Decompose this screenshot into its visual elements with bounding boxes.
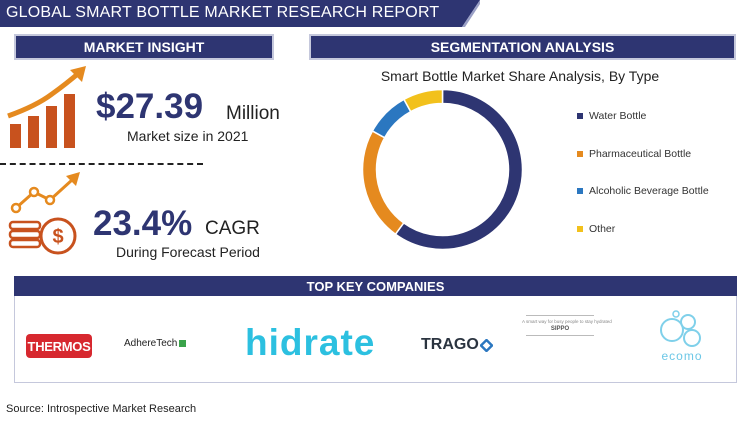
adheretech-logo: AdhereTech	[124, 338, 187, 349]
adheretech-logo-text: AdhereTech	[124, 338, 178, 349]
cagr-value: 23.4%	[93, 204, 193, 243]
legend-label: Water Bottle	[589, 110, 647, 122]
sippo-brand-text: SIPPO	[550, 326, 570, 332]
legend-label: Pharmaceutical Bottle	[589, 147, 692, 160]
legend-swatch	[577, 150, 583, 157]
trago-logo: TRAGO	[421, 336, 493, 354]
legend-item-water-bottle: Water Bottle	[577, 110, 646, 122]
sippo-logo: A smart way for busy people to stay hydr…	[522, 312, 612, 364]
legend-swatch	[577, 113, 583, 119]
donut-slice-pharmaceutical-bottle	[361, 129, 405, 236]
market-insight-heading: MARKET INSIGHT	[14, 34, 274, 60]
legend-item-pharmaceutical-bottle: Pharmaceutical Bottle	[577, 148, 691, 160]
ecomo-logo-text: ecomo	[661, 349, 702, 363]
chart-title: Smart Bottle Market Share Analysis, By T…	[380, 68, 660, 84]
thermos-logo: THERMOS	[26, 334, 92, 358]
legend-label: Alcoholic Beverage Bottle	[589, 185, 709, 197]
cagr-caption: During Forecast Period	[116, 244, 260, 260]
sippo-tagline: A smart way for busy people to stay hydr…	[522, 319, 612, 324]
legend-item-alcoholic-beverage-bottle: Alcoholic Beverage Bottle	[577, 185, 709, 197]
market-size-unit: Million	[226, 103, 280, 124]
legend-item-other: Other	[577, 223, 615, 235]
adheretech-mark-icon	[179, 340, 187, 347]
cagr-unit: CAGR	[205, 218, 260, 239]
trago-drop-icon	[479, 338, 493, 352]
market-size-caption: Market size in 2021	[127, 128, 249, 144]
top-key-companies-heading: TOP KEY COMPANIES	[14, 276, 737, 296]
donut-slice-other	[402, 88, 444, 113]
segmentation-analysis-heading: SEGMENTATION ANALYSIS	[309, 34, 736, 60]
report-title-bar: GLOBAL SMART BOTTLE MARKET RESEARCH REPO…	[0, 0, 480, 27]
sippo-top-rule	[526, 315, 594, 316]
money-growth-icon: $	[8, 172, 80, 255]
trago-logo-text: TRAGO	[421, 336, 479, 353]
legend-swatch	[577, 225, 583, 232]
sippo-bottom-rule	[526, 335, 594, 336]
donut-slice-water-bottle	[394, 88, 524, 251]
svg-text:$: $	[52, 226, 63, 248]
hidrate-logo: hidrate	[245, 322, 376, 363]
market-size-value: $27.39	[96, 87, 204, 126]
growth-chart-icon	[7, 66, 86, 148]
title-bar-shape	[0, 0, 480, 27]
legend-label: Other	[589, 222, 616, 235]
donut-slice-alcoholic-beverage-bottle	[371, 98, 412, 139]
source-note: Source: Introspective Market Research	[6, 403, 197, 415]
market-share-donut-chart	[361, 88, 524, 251]
section-divider	[0, 163, 203, 165]
ecomo-logo: ecomo	[660, 310, 702, 363]
legend-swatch	[577, 188, 583, 194]
report-title: GLOBAL SMART BOTTLE MARKET RESEARCH REPO…	[6, 4, 440, 21]
